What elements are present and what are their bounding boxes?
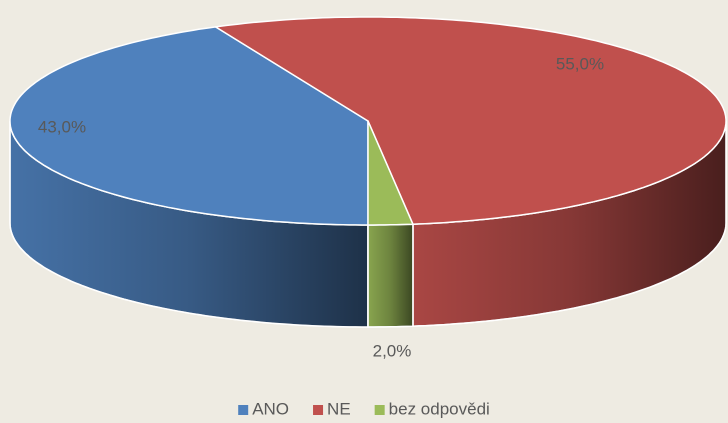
slice [9,26,369,226]
data-label: 55,0% [556,54,604,73]
data-label: 2,0% [373,341,412,360]
legend: ANO NE bez odpovědi [238,399,490,418]
slice [367,120,414,226]
legend-swatch [374,405,385,415]
legend-label: ANO [252,399,289,418]
legend-label: NE [327,399,351,418]
legend-swatch [238,405,249,415]
data-label: 43,0% [38,117,86,136]
legend-label: bez odpovědi [389,399,490,418]
slice-side-shade [367,223,414,328]
slice [214,16,727,225]
legend-swatch [313,405,324,415]
